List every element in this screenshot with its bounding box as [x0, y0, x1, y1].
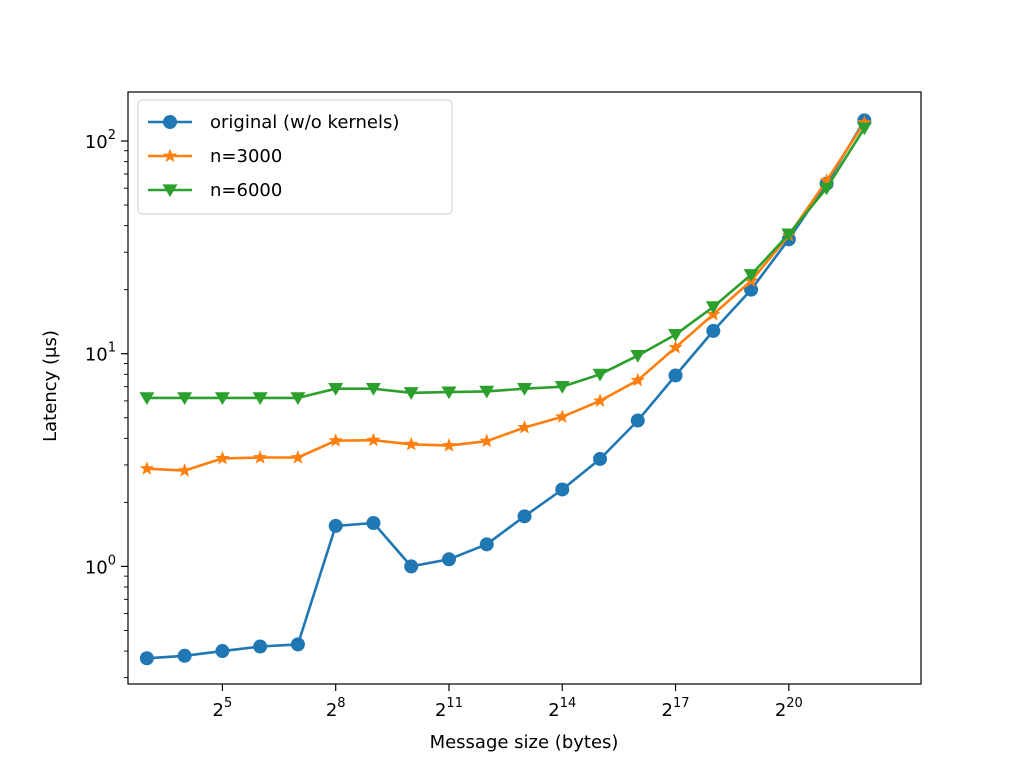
y-axis: 100 101 102 [85, 128, 128, 679]
data-point [214, 392, 230, 405]
y-axis-label: Latency (μs) [40, 330, 61, 442]
x-tick-label: 214 [548, 696, 576, 721]
data-point [441, 438, 457, 452]
data-point [253, 450, 268, 464]
data-point [593, 451, 608, 466]
legend-label: n=6000 [210, 180, 282, 201]
data-point [441, 552, 456, 567]
x-tick-label: 25 [213, 696, 233, 721]
data-point [177, 463, 192, 477]
data-point [554, 381, 570, 394]
x-axis: 25 28 211 214 217 220 [213, 684, 803, 721]
data-point [668, 339, 683, 354]
series-2 [139, 122, 872, 405]
data-point [857, 115, 872, 129]
plot-area [127, 91, 922, 685]
data-point [630, 349, 646, 363]
y-tick-label: 101 [85, 341, 116, 366]
data-point [366, 515, 381, 530]
data-point [743, 269, 759, 282]
data-point [253, 639, 268, 654]
data-point [215, 450, 230, 465]
data-point [668, 328, 684, 342]
data-point [479, 385, 495, 399]
legend-box [137, 99, 453, 215]
data-point [479, 537, 494, 552]
data-point [781, 228, 797, 242]
data-point [290, 392, 306, 405]
data-point [252, 392, 268, 405]
x-tick-label: 28 [326, 696, 346, 721]
data-point [819, 182, 835, 196]
data-point [139, 651, 154, 666]
data-point [215, 644, 230, 659]
data-point [856, 122, 872, 136]
series-line [146, 121, 866, 472]
x-tick-label: 220 [775, 696, 803, 721]
data-point [366, 432, 381, 447]
data-point [706, 323, 721, 338]
legend: original (w/o kernels) n=3000 n=6000 [137, 99, 453, 215]
data-point [705, 301, 721, 315]
data-point [290, 450, 306, 464]
series-line [146, 127, 866, 400]
plot-frame [127, 91, 922, 685]
data-point [328, 433, 343, 447]
data-point [630, 413, 645, 428]
y-tick-label: 100 [85, 553, 116, 578]
data-point [139, 461, 155, 475]
legend-marker [162, 184, 178, 198]
y-tick-label: 102 [85, 128, 116, 153]
data-point [365, 383, 381, 396]
data-point [592, 368, 608, 382]
data-point [139, 392, 155, 405]
data-point [630, 372, 645, 387]
data-point [517, 383, 532, 396]
data-point [177, 648, 192, 663]
legend-label: n=3000 [210, 146, 282, 167]
x-tick-label: 217 [662, 696, 690, 721]
data-point [517, 509, 532, 524]
data-point [403, 387, 419, 400]
x-axis-label: Message size (bytes) [430, 732, 619, 753]
data-point [668, 368, 683, 383]
legend-marker [163, 115, 177, 129]
data-point [177, 392, 193, 405]
data-point [555, 409, 570, 423]
data-point [517, 419, 532, 434]
data-point [404, 559, 419, 574]
data-point [592, 393, 608, 407]
series-layer [139, 113, 872, 666]
data-point [479, 433, 494, 448]
x-tick-label: 211 [435, 696, 463, 721]
data-point [290, 637, 305, 652]
data-point [441, 386, 457, 400]
legend-label: original (w/o kernels) [210, 112, 399, 133]
legend-marker [162, 148, 178, 163]
data-point [819, 173, 834, 187]
data-point [555, 482, 570, 497]
data-point [328, 518, 343, 533]
data-point [404, 436, 419, 451]
data-point [328, 383, 344, 396]
